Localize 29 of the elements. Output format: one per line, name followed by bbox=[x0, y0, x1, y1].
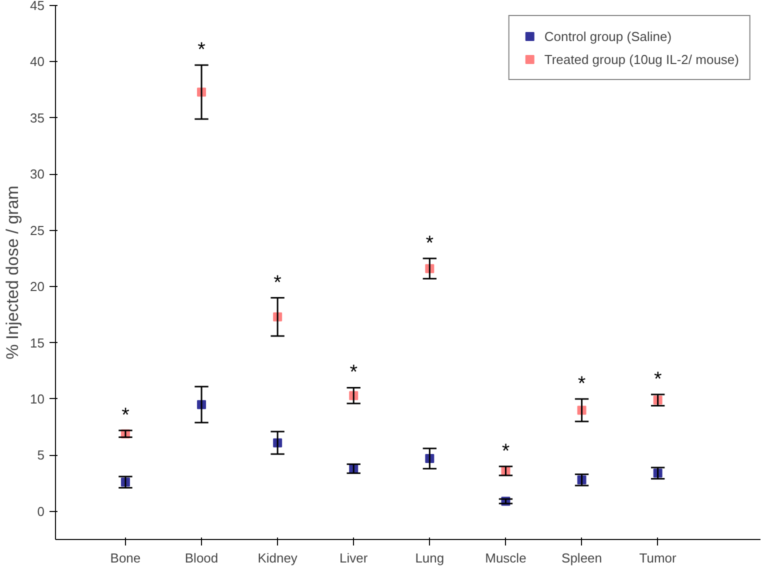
y-tick-label: 30 bbox=[30, 166, 45, 182]
y-tick-label: 25 bbox=[30, 222, 45, 238]
annotation: * bbox=[198, 39, 206, 62]
y-tick-label: 20 bbox=[30, 279, 45, 294]
annotation: * bbox=[502, 440, 510, 462]
y-tick-label: 35 bbox=[30, 110, 45, 126]
legend-label: Control group (Saline) bbox=[544, 28, 672, 44]
y-axis-title: % Injected dose / gram bbox=[3, 186, 22, 360]
y-tick-label: 40 bbox=[30, 54, 45, 70]
annotation: * bbox=[578, 372, 586, 395]
x-tick-label: Bone bbox=[110, 550, 141, 566]
annotation: * bbox=[350, 362, 358, 384]
x-tick-label: Tumor bbox=[639, 550, 678, 566]
x-tick-label: Spleen bbox=[562, 550, 602, 566]
annotation: * bbox=[654, 368, 662, 390]
y-tick-label: 0 bbox=[37, 504, 45, 519]
y-tick-label: 10 bbox=[30, 391, 45, 406]
x-tick-label: Kidney bbox=[258, 550, 298, 566]
legend-label: Treated group (10ug IL-2/ mouse) bbox=[544, 52, 739, 66]
y-tick-label: 5 bbox=[37, 448, 45, 463]
x-tick-label: Blood bbox=[184, 550, 218, 566]
y-tick-label: 15 bbox=[30, 335, 45, 350]
annotation: * bbox=[426, 232, 434, 254]
x-tick-label: Liver bbox=[340, 550, 368, 566]
x-tick-label: Lung bbox=[415, 550, 444, 566]
x-tick-label: Muscle bbox=[485, 550, 526, 566]
annotation: * bbox=[122, 404, 130, 426]
y-tick-label: 45 bbox=[30, 0, 45, 13]
annotation: * bbox=[274, 272, 282, 294]
